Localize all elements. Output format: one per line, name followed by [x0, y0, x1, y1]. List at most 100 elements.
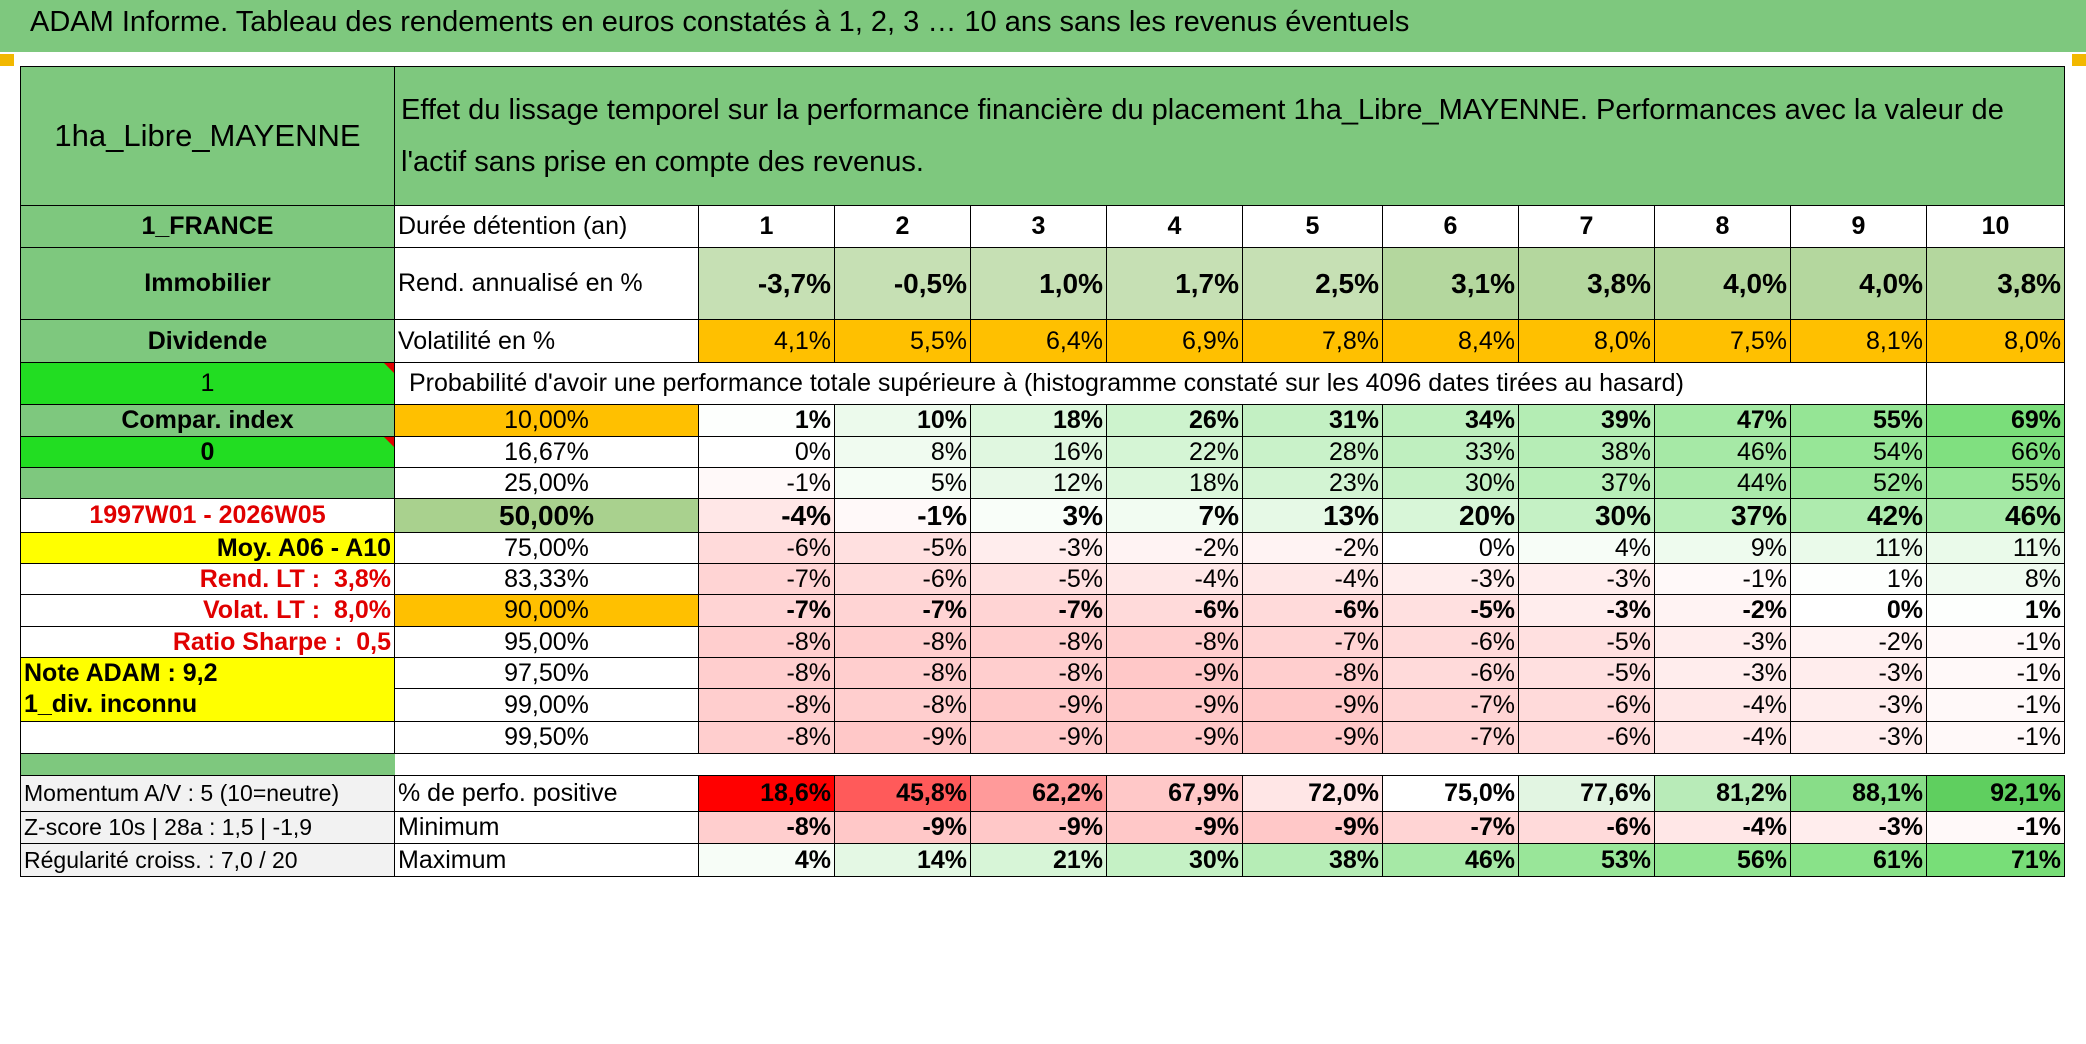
volatility-value: 8,0%	[1518, 319, 1655, 363]
annual-return-label: Rend. annualisé en %	[394, 247, 699, 320]
percentile-value: -9%	[970, 721, 1107, 754]
stat-value: -8%	[698, 811, 835, 844]
percentile-value: 46%	[1654, 436, 1791, 468]
percentile-cell: 83,33%	[394, 563, 699, 595]
percentile-value: 0%	[1790, 594, 1927, 627]
percentile-value: -9%	[1106, 721, 1243, 754]
percentile-value: -4%	[698, 498, 835, 533]
percentile-value: 30%	[1382, 467, 1519, 499]
country-cell: 1_FRANCE	[20, 205, 395, 248]
risk-metric-cell: Ratio Sharpe : 0,5	[20, 626, 395, 658]
table-description: Effet du lissage temporel sur la perform…	[393, 66, 2066, 206]
empty-cell	[1790, 362, 1927, 405]
percentile-value: -6%	[1382, 626, 1519, 658]
percentile-value: 42%	[1790, 498, 1927, 533]
duration-label: Durée détention (an)	[394, 205, 699, 248]
asset-name-cell: 1ha_Libre_MAYENNE	[20, 66, 395, 206]
momentum-cell: Régularité croiss. : 7,0 / 20	[20, 843, 395, 877]
volatility-label: Volatilité en %	[394, 319, 699, 363]
annual-return-value: -0,5%	[834, 247, 971, 320]
side-info-cell: 1997W01 - 2026W05	[20, 498, 395, 533]
risk-metric-value: 0,5	[356, 627, 391, 656]
stat-label: Minimum	[394, 811, 699, 844]
annual-return-value: 3,1%	[1382, 247, 1519, 320]
percentile-value: 69%	[1925, 404, 2066, 437]
risk-metric-label: Ratio Sharpe :	[172, 627, 343, 656]
percentile-value: -9%	[1242, 721, 1383, 754]
percentile-value: -4%	[1106, 563, 1243, 595]
risk-metric-cell: Volat. LT : 8,0%	[20, 594, 395, 627]
corner-marker	[0, 54, 14, 66]
stat-value: 72,0%	[1242, 775, 1383, 812]
probability-heading: Probabilité d'avoir une performance tota…	[394, 362, 1791, 405]
stat-value: -9%	[834, 811, 971, 844]
volatility-value: 6,4%	[970, 319, 1107, 363]
percentile-cell: 99,00%	[394, 688, 699, 722]
stat-value: 75,0%	[1382, 775, 1519, 812]
percentile-value: 34%	[1382, 404, 1519, 437]
percentile-value: 54%	[1790, 436, 1927, 468]
percentile-value: -5%	[1382, 594, 1519, 627]
side-info-cell: 0	[20, 436, 395, 468]
percentile-value: -3%	[970, 532, 1107, 564]
duration-header: 10	[1925, 205, 2066, 248]
annual-return-value: 4,0%	[1790, 247, 1927, 320]
percentile-value: -1%	[1925, 688, 2066, 722]
percentile-value: -1%	[698, 467, 835, 499]
side-info-cell	[20, 467, 395, 499]
percentile-value: -9%	[1106, 688, 1243, 722]
percentile-value: -8%	[834, 626, 971, 658]
stat-value: 45,8%	[834, 775, 971, 812]
percentile-value: -8%	[834, 688, 971, 722]
risk-metric-value: 3,8%	[334, 564, 391, 593]
percentile-value: -7%	[1382, 688, 1519, 722]
annual-return-value: 4,0%	[1654, 247, 1791, 320]
percentile-value: 22%	[1106, 436, 1243, 468]
percentile-value: 55%	[1925, 467, 2066, 499]
percentile-value: 28%	[1242, 436, 1383, 468]
volatility-value: 8,0%	[1925, 319, 2066, 363]
side-info-cell: Note ADAM : 9,2	[20, 657, 395, 689]
percentile-value: -6%	[1518, 721, 1655, 754]
percentile-value: -3%	[1790, 657, 1927, 689]
percentile-cell: 10,00%	[394, 404, 699, 437]
stat-value: 88,1%	[1790, 775, 1927, 812]
percentile-value: 47%	[1654, 404, 1791, 437]
stat-value: 4%	[698, 843, 835, 877]
percentile-value: 26%	[1106, 404, 1243, 437]
percentile-value: -1%	[1654, 563, 1791, 595]
percentile-value: -3%	[1518, 563, 1655, 595]
percentile-value: -5%	[834, 532, 971, 564]
percentile-value: -7%	[970, 594, 1107, 627]
annual-return-value: 1,7%	[1106, 247, 1243, 320]
percentile-value: -3%	[1790, 688, 1927, 722]
percentile-value: 44%	[1654, 467, 1791, 499]
percentile-value: 7%	[1106, 498, 1243, 533]
percentile-value: -8%	[698, 657, 835, 689]
percentile-value: 4%	[1518, 532, 1655, 564]
stat-value: 18,6%	[698, 775, 835, 812]
percentile-value: -3%	[1654, 657, 1791, 689]
duration-header: 9	[1790, 205, 1927, 248]
stat-value: -3%	[1790, 811, 1927, 844]
stat-value: 14%	[834, 843, 971, 877]
percentile-value: 16%	[970, 436, 1107, 468]
stat-value: -7%	[1382, 811, 1519, 844]
percentile-cell: 75,00%	[394, 532, 699, 564]
volatility-value: 5,5%	[834, 319, 971, 363]
percentile-value: 31%	[1242, 404, 1383, 437]
stat-value: 81,2%	[1654, 775, 1791, 812]
stat-value: 92,1%	[1925, 775, 2066, 812]
percentile-value: -3%	[1790, 721, 1927, 754]
stat-value: 62,2%	[970, 775, 1107, 812]
annual-return-value: 3,8%	[1925, 247, 2066, 320]
asset-class-cell: Immobilier	[20, 247, 395, 320]
side-info-cell: 1_div. inconnu	[20, 688, 395, 722]
empty-cell	[1925, 362, 2066, 405]
percentile-value: 1%	[698, 404, 835, 437]
stat-label: Maximum	[394, 843, 699, 877]
percentile-value: -1%	[834, 498, 971, 533]
percentile-cell: 16,67%	[394, 436, 699, 468]
report-title: ADAM Informe. Tableau des rendements en …	[30, 6, 1410, 38]
percentile-value: -4%	[1242, 563, 1383, 595]
